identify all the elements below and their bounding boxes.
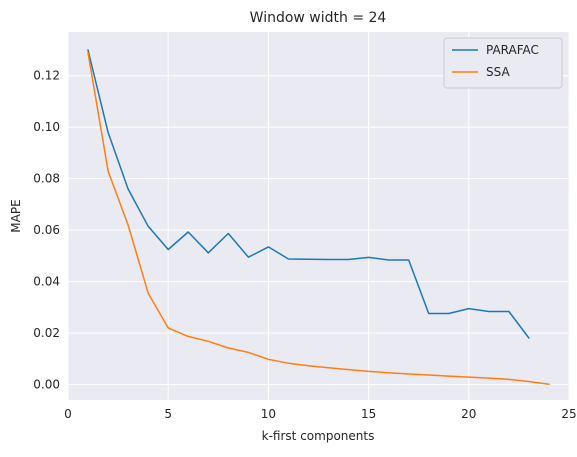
y-tick-label: 0.02 (33, 326, 60, 340)
legend: PARAFAC SSA (443, 37, 563, 89)
y-tick-label: 0.04 (33, 275, 60, 289)
y-tick-label: 0.06 (33, 223, 60, 237)
grid (67, 32, 570, 400)
x-tick-labels: 0 5 10 15 20 25 (64, 407, 576, 421)
x-tick-label: 10 (261, 407, 276, 421)
y-tick-label: 0.10 (33, 120, 60, 134)
x-tick-label: 0 (64, 407, 72, 421)
y-tick-label: 0.00 (33, 378, 60, 392)
x-tick-label: 5 (164, 407, 172, 421)
x-tick-label: 20 (461, 407, 476, 421)
series-lines (87, 49, 550, 386)
series-line-ssa (87, 51, 550, 386)
chart-title: Window width = 24 (250, 10, 387, 26)
y-axis-label: MAPE (9, 199, 23, 232)
x-tick-label: 15 (361, 407, 376, 421)
x-tick-label: 25 (561, 407, 576, 421)
y-tick-labels: 0.00 0.02 0.04 0.06 0.08 0.10 0.12 (33, 69, 60, 392)
y-tick-label: 0.08 (33, 172, 60, 186)
series-line-parafac (87, 49, 530, 339)
plot-background (68, 32, 569, 400)
x-axis-label: k-first components (262, 429, 375, 443)
legend-label-parafac: PARAFAC (486, 43, 539, 57)
legend-label-ssa: SSA (486, 65, 510, 79)
y-tick-label: 0.12 (33, 69, 60, 83)
